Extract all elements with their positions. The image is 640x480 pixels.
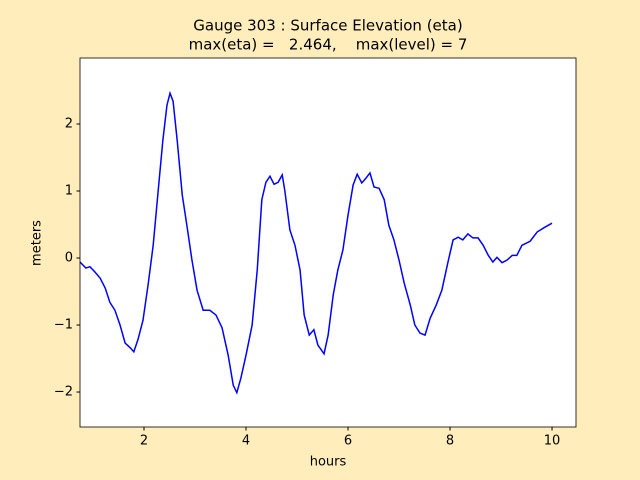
y-axis-label: meters [30, 220, 45, 266]
data-line [80, 90, 553, 395]
axes-frame [79, 57, 577, 428]
y-tick-label: −2 [54, 385, 73, 400]
y-tick-label: −1 [54, 318, 73, 333]
x-tick-label: 10 [544, 434, 561, 449]
y-tick-label: 0 [65, 251, 73, 266]
x-tick-label: 6 [344, 434, 352, 449]
y-tick-label: 1 [65, 184, 73, 199]
x-tick-label: 4 [242, 434, 250, 449]
x-axis-label: hours [310, 455, 347, 470]
plot-area [80, 58, 576, 427]
x-tick-label: 2 [140, 434, 148, 449]
x-tick-label: 8 [446, 434, 454, 449]
chart-subtitle: max(eta) = 2.464, max(level) = 7 [189, 36, 468, 54]
chart-title: Gauge 303 : Surface Elevation (eta) [193, 17, 462, 35]
y-tick-label: 2 [65, 117, 73, 132]
